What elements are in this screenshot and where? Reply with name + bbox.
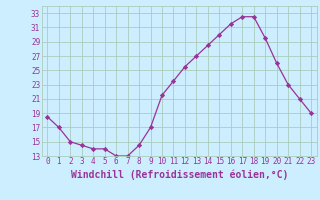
X-axis label: Windchill (Refroidissement éolien,°C): Windchill (Refroidissement éolien,°C) bbox=[70, 169, 288, 180]
